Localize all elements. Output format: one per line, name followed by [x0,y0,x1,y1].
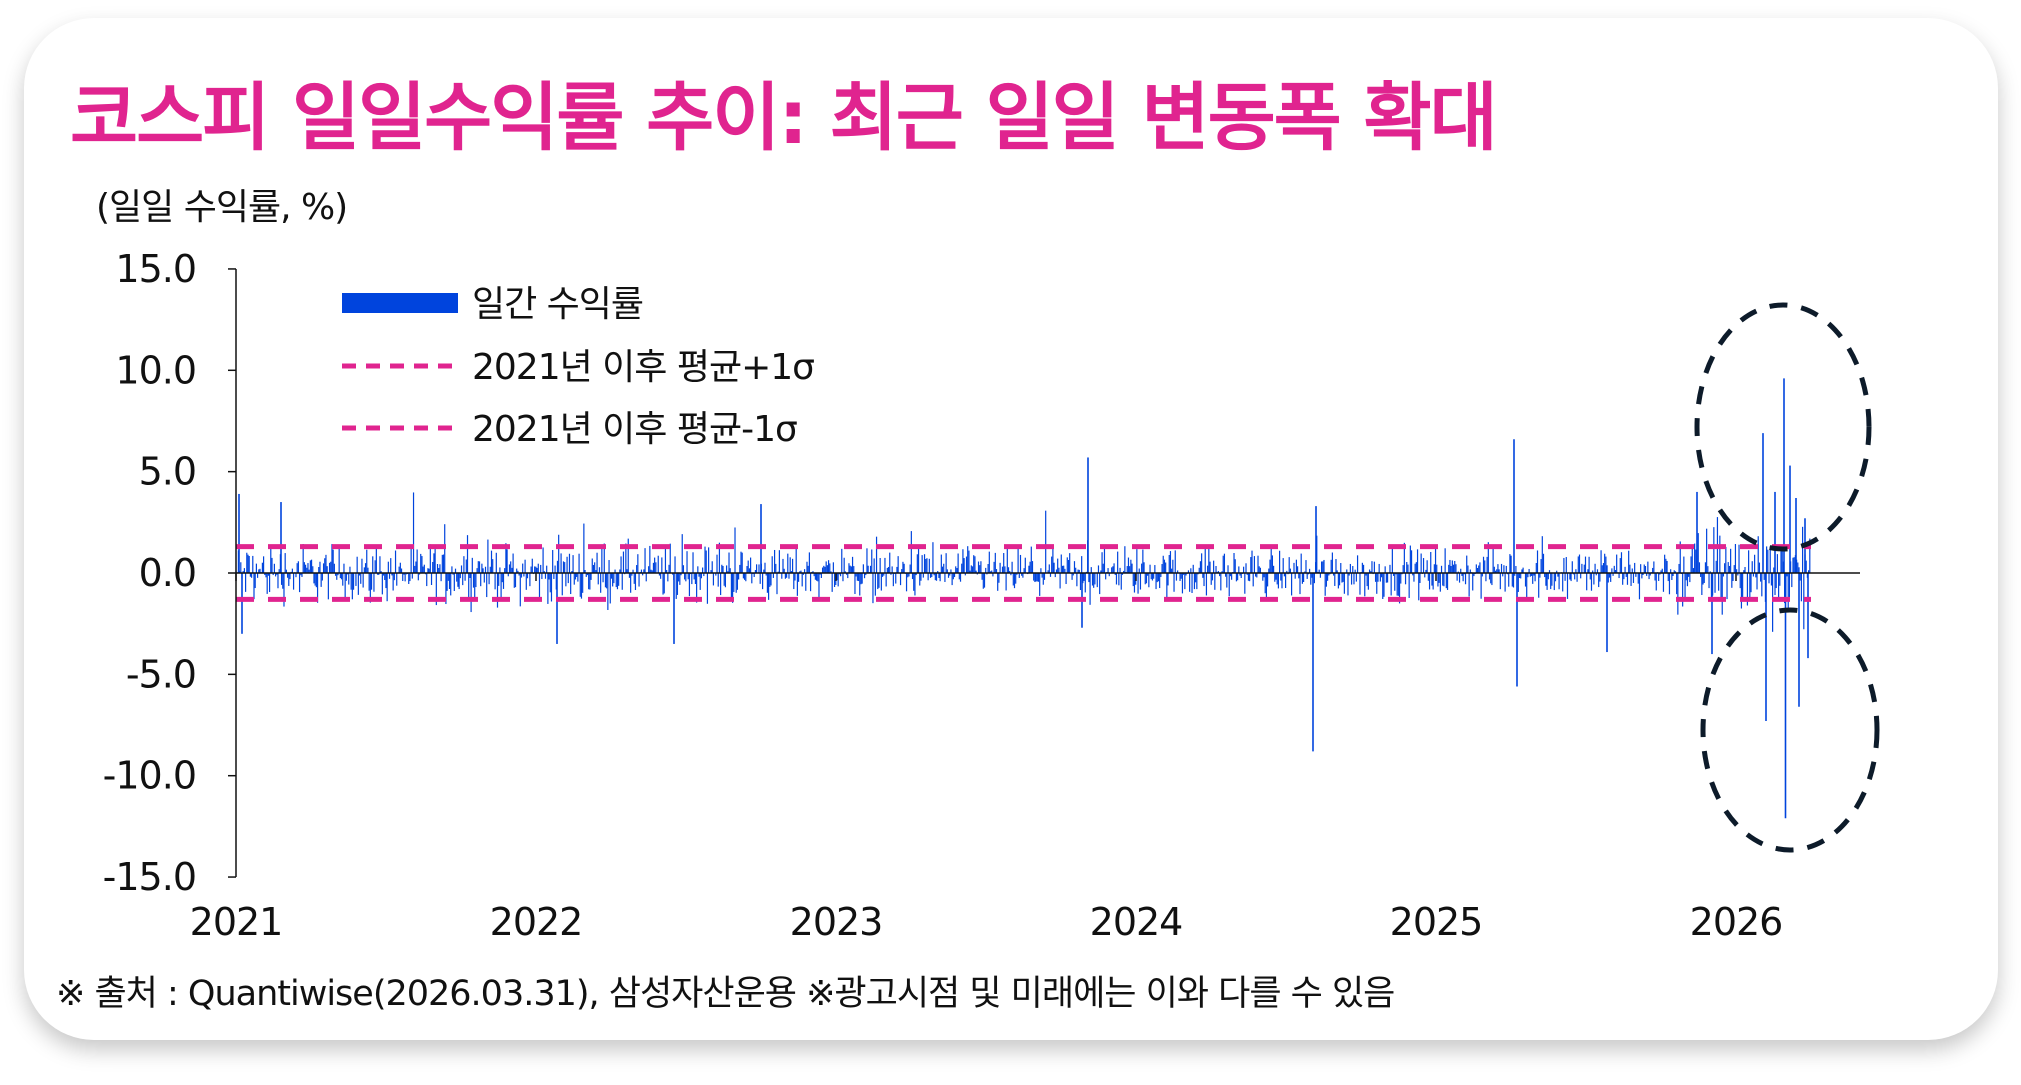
x-tick-label: 2024 [1090,900,1183,944]
y-tick-label: 5.0 [139,450,196,494]
legend-label-bars: 일간 수익률 [472,284,643,325]
chart-title: 코스피 일일수익률 추이: 최근 일일 변동폭 확대 [70,75,1498,161]
highlight-ellipse-lower [1700,607,1880,853]
bars-group [235,378,1811,819]
legend-label-plus-sigma: 2021년 이후 평균+1σ [472,347,814,388]
y-tick-label: 10.0 [115,348,196,392]
legend-label-minus-sigma: 2021년 이후 평균-1σ [472,409,797,450]
y-axis-label: (일일 수익률, %) [96,187,348,228]
chart-card [24,18,1998,1040]
source-footnote: ※ 출처 : Quantiwise(2026.03.31), 삼성자산운용 ※광… [56,974,1395,1014]
y-tick-label: 15.0 [115,247,196,291]
y-tick-label: 0.0 [139,551,196,595]
x-tick-label: 2021 [190,900,283,944]
x-tick-label: 2023 [790,900,883,944]
legend: 일간 수익률 2021년 이후 평균+1σ 2021년 이후 평균-1σ [342,284,815,450]
x-tick-label: 2022 [490,900,583,944]
legend-swatch-bars [342,293,458,313]
y-tick-label: -5.0 [126,652,196,696]
x-tick-label: 2025 [1390,900,1483,944]
y-tick-label: -15.0 [103,855,196,899]
y-tick-label: -10.0 [103,754,196,798]
highlight-ellipse-upper [1694,302,1872,552]
x-tick-label: 2026 [1690,900,1783,944]
